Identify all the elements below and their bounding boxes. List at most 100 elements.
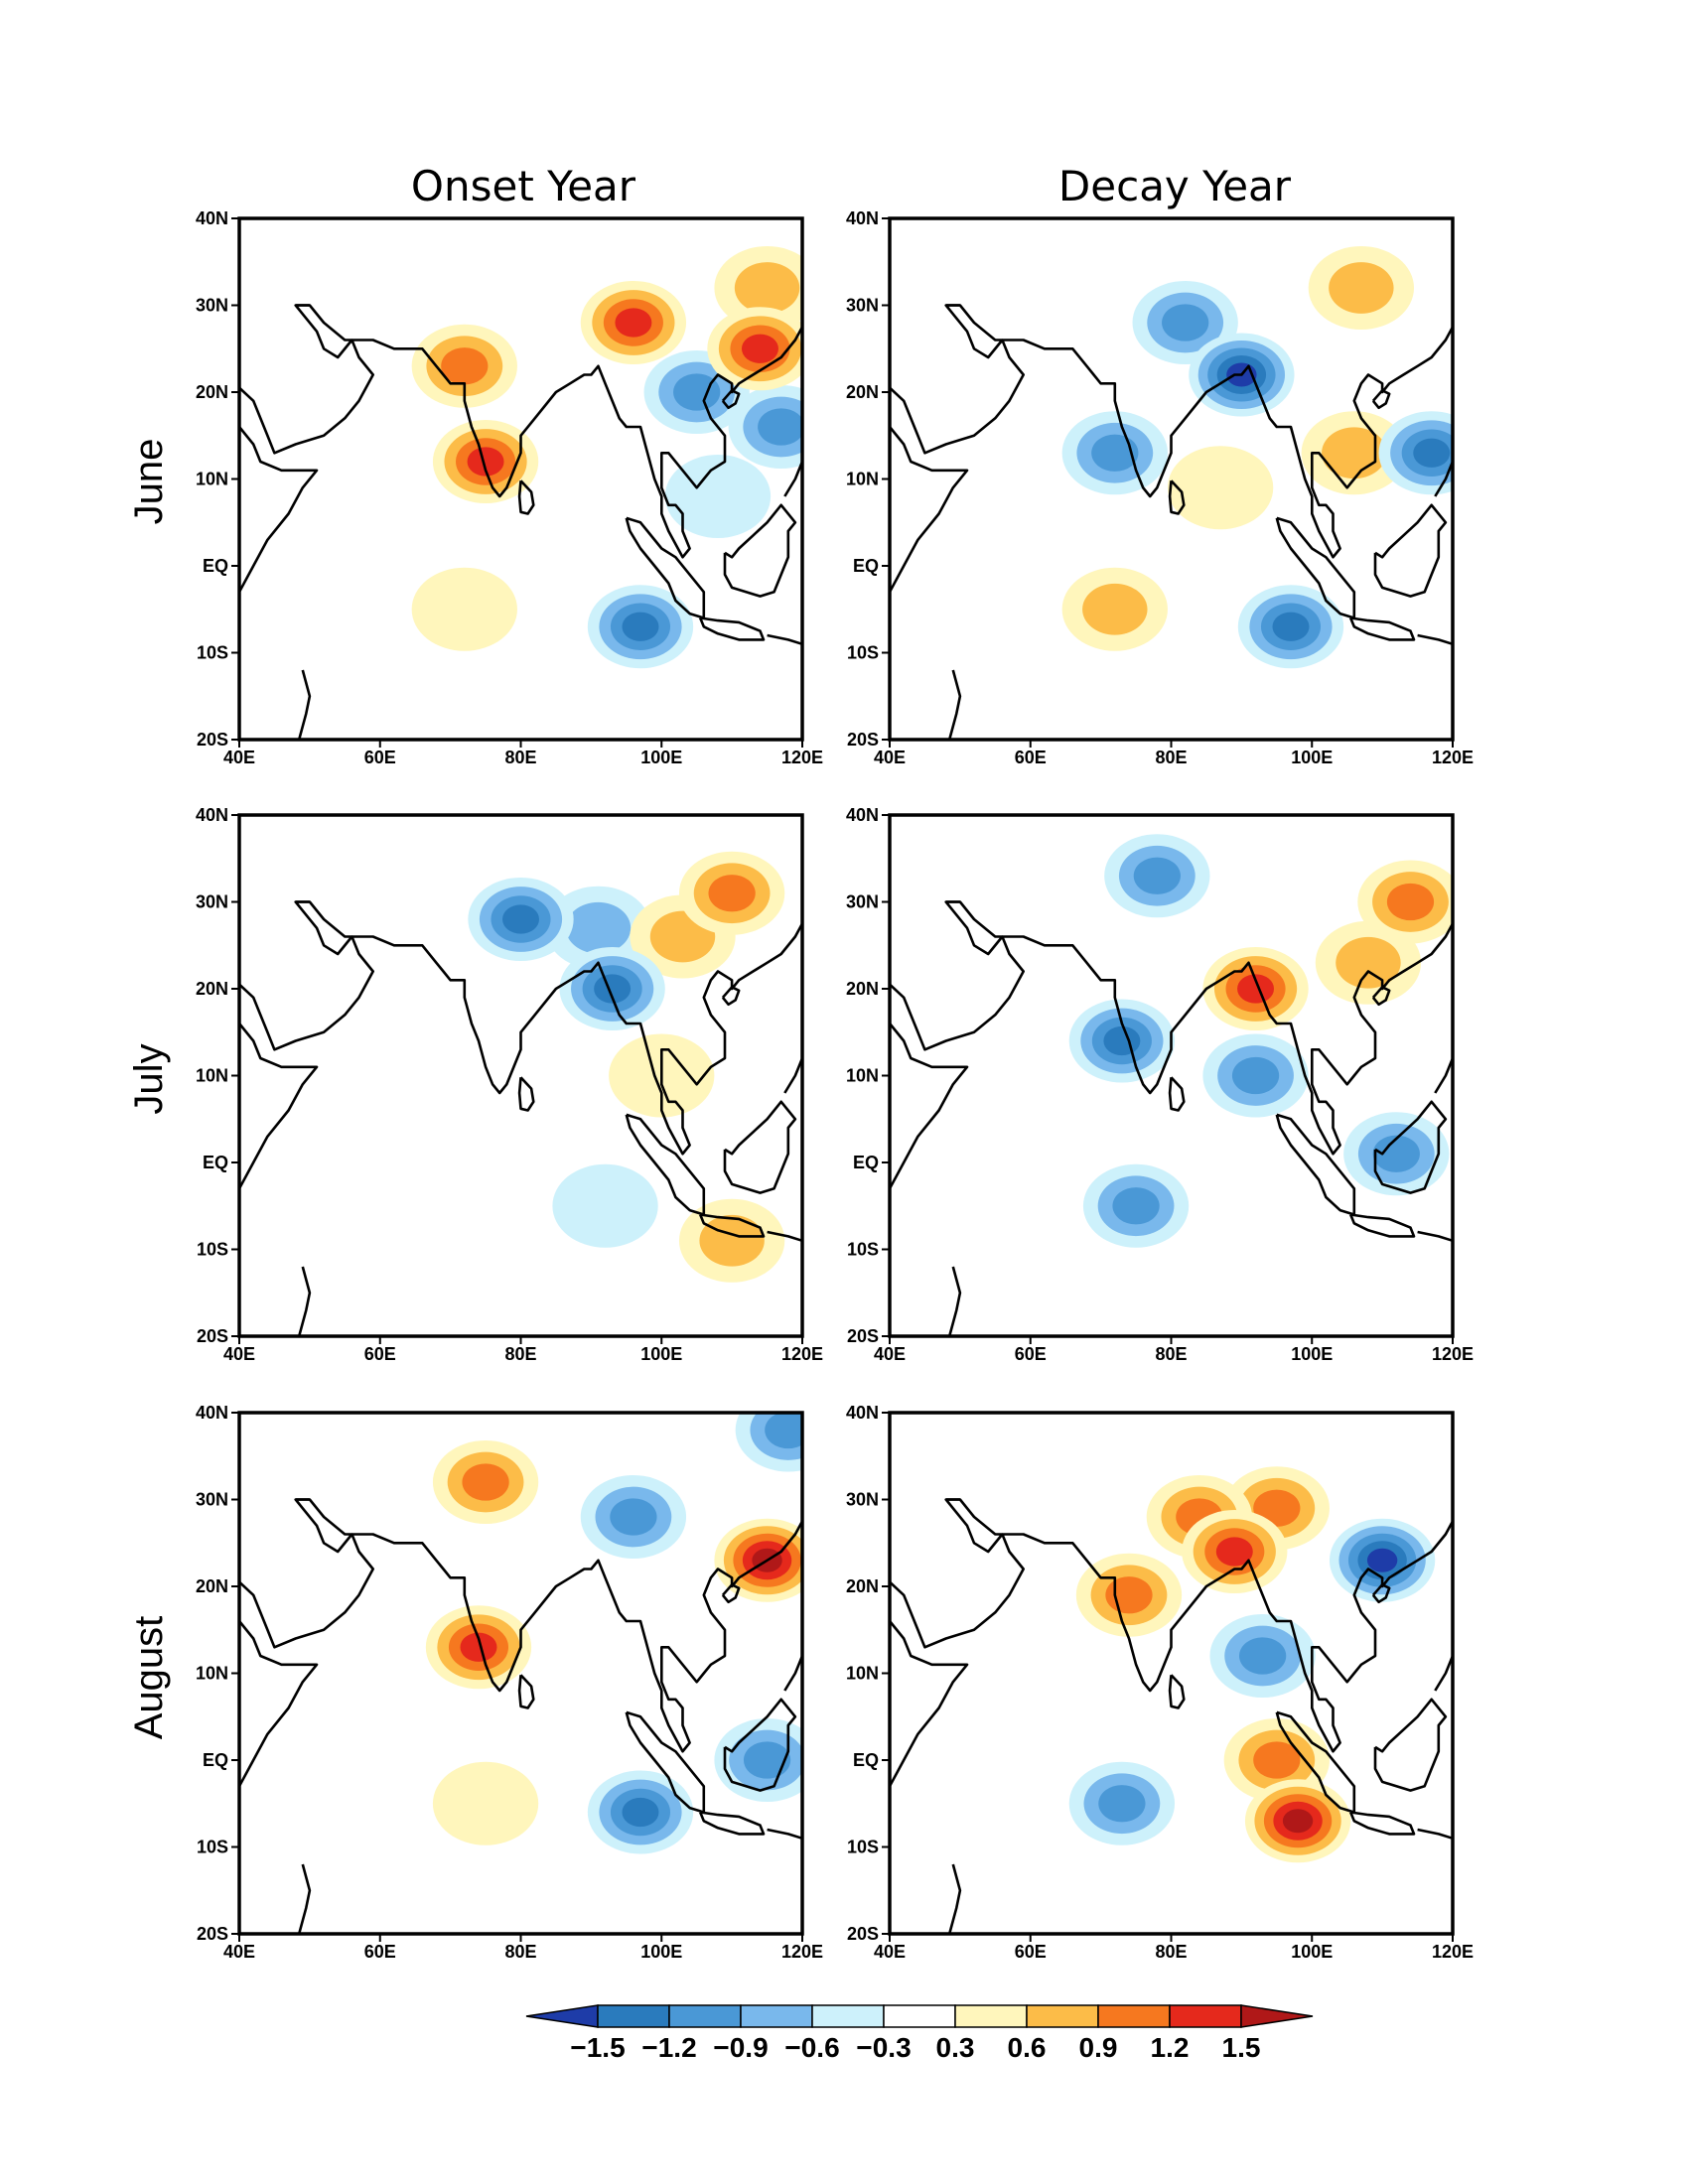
row-label-august: August [127,1616,171,1740]
lon-tick-label: 100E [640,748,682,767]
anomaly-blob [699,1214,765,1267]
coastline [890,900,1453,1336]
coastline-path [297,1863,312,1934]
coastline-path [767,1828,802,1841]
lat-tick-label: 20S [847,1326,879,1346]
anomaly-blob [1091,434,1139,472]
lat-tick-label: 10S [847,1838,879,1857]
lon-tick-label: 40E [223,1344,255,1364]
lat-tick-label: 10S [197,643,228,663]
lat-tick-label: 10S [197,1838,228,1857]
row-label-june: June [127,439,171,525]
coastline-path [297,1266,312,1336]
lat-tick-label: EQ [203,1153,228,1172]
coastline-path [890,304,1453,559]
anomaly-blob [1237,974,1275,1004]
coastline [890,1498,1453,1934]
colorbar-swatch [740,2004,813,2028]
coastline-path [723,1698,797,1792]
coastline-path [1373,1698,1448,1792]
coastline-path [239,304,802,559]
coastline-path [1434,1655,1453,1692]
lat-tick-label: 40N [846,208,879,228]
colorbar-label: 0.9 [1079,2032,1118,2063]
coastline-path [1373,503,1448,598]
lat-tick-label: 20N [846,382,879,402]
colorbar: −1.5 −1.2 −0.9 −0.6 −0.3 0.3 0.6 0.9 1.2 1.5 [525,2004,1314,2063]
anomaly-field [1061,246,1453,669]
lat-tick-label: 10S [197,1240,228,1260]
lat-tick-label: 10N [846,1066,879,1086]
lat-tick-label: 20N [196,1576,228,1596]
coastline-path [721,986,741,1007]
lat-tick-label: 20S [197,730,228,750]
anomaly-blob [1272,612,1310,641]
lon-tick-label: 100E [1291,748,1333,767]
coastline-path [297,669,312,740]
anomaly-blob [552,1163,658,1248]
lat-tick-label: 20N [846,979,879,999]
anomaly-blob [615,308,652,338]
coastline-path [517,1076,535,1112]
anomaly-blob [1413,438,1451,468]
colorbar-swatch [811,2004,885,2028]
coastline-path [721,1583,741,1604]
lat-tick-label: 30N [846,296,879,316]
anomaly-blob [1386,883,1435,921]
lon-tick-label: 80E [1155,1942,1187,1962]
coastline-path [1168,1674,1186,1709]
coastline-path [890,392,969,593]
lon-tick-label: 80E [504,748,536,767]
anomaly-blob [1329,262,1394,314]
coastline-path [517,1674,535,1709]
anomaly-blob [664,455,772,538]
coastline-path [890,900,1453,1156]
lat-tick-label: 10N [196,1664,228,1684]
colorbar-label: −0.3 [856,2032,911,2063]
coastline-path [698,1213,766,1238]
colorbar-label: −1.5 [570,2032,625,2063]
anomaly-field [1068,834,1453,1248]
anomaly-blob [1103,1025,1141,1056]
lon-tick-label: 60E [1015,1942,1047,1962]
anomaly-blob [565,901,632,954]
anomaly-blob [467,447,504,477]
anomaly-blob [765,1413,802,1449]
lat-tick-label: 30N [196,296,228,316]
coastline-path [1417,1828,1453,1841]
colorbar-label: −0.6 [784,2032,839,2063]
anomaly-blob [1253,1489,1301,1527]
coastline-path [1371,986,1391,1007]
coastline-path [947,1266,962,1336]
coastline-path [783,461,802,497]
anomaly-blob [708,875,756,912]
colorbar-swatch [1097,2004,1171,2028]
coastline-path [1417,633,1453,646]
lat-tick-label: 10N [846,1664,879,1684]
lon-tick-label: 60E [364,748,396,767]
coastline-path [890,1586,969,1787]
anomaly-blob [411,567,517,651]
anomaly-blob [1282,1809,1314,1834]
coastline-path [890,1498,1453,1753]
coastline-path [783,1655,802,1692]
lat-tick-label: 40N [846,805,879,825]
anomaly-field [411,246,802,669]
lon-tick-label: 100E [640,1942,682,1962]
lat-tick-label: 40N [846,1403,879,1423]
coastline-path [1371,389,1391,410]
anomaly-blob [1082,583,1148,635]
lon-tick-label: 60E [1015,1344,1047,1364]
lat-tick-label: 20S [197,1924,228,1944]
lat-tick-label: EQ [853,556,879,576]
anomaly-blob [1167,446,1274,530]
anomaly-blob [1105,1576,1153,1614]
colorbar-swatch [883,2004,956,2028]
coastline-path [767,1230,802,1243]
coastline-path [767,633,802,646]
lon-tick-label: 40E [874,1344,906,1364]
